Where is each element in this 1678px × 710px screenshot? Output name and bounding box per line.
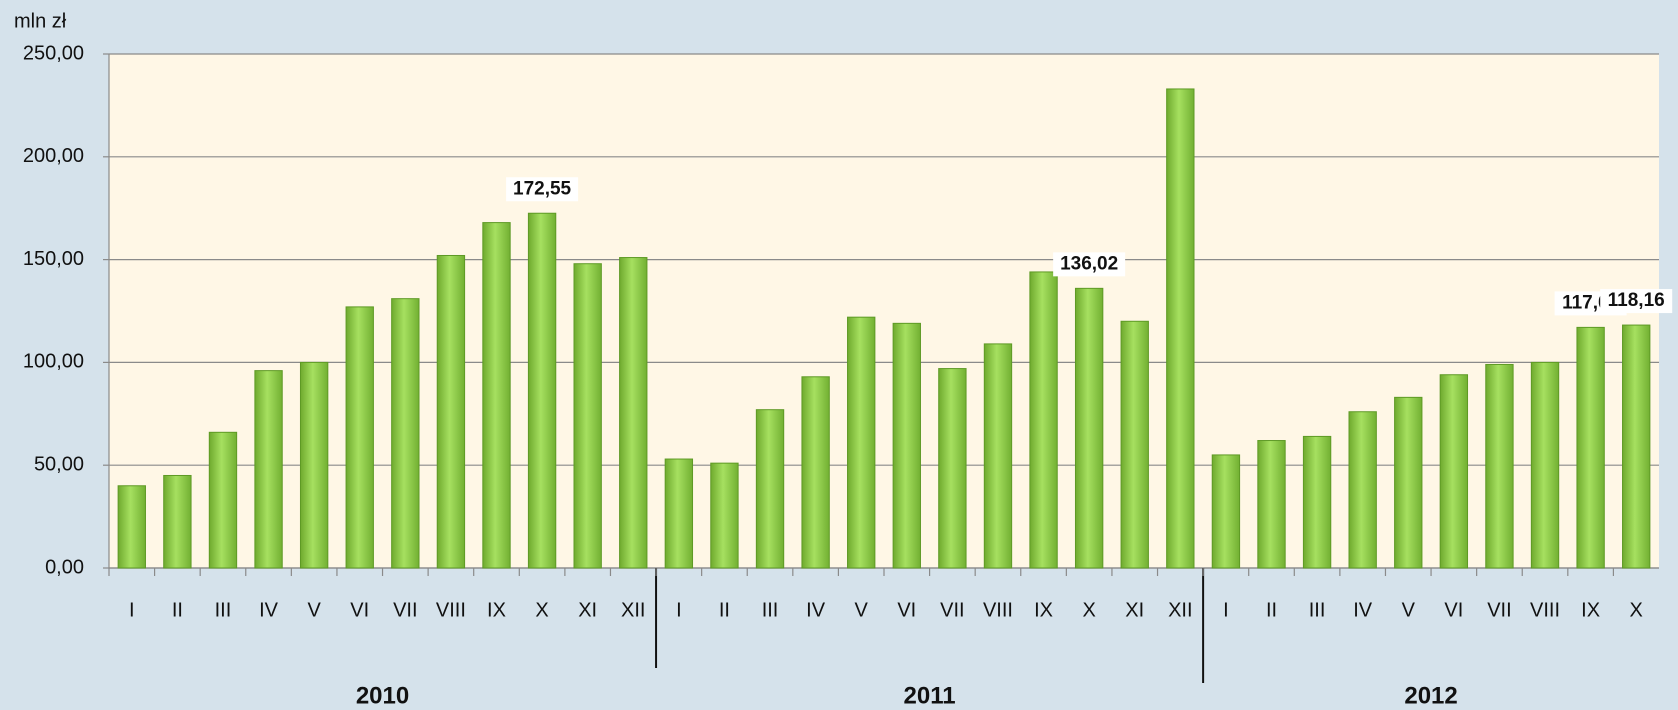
bar <box>436 254 466 569</box>
bar <box>664 458 694 569</box>
bar <box>892 322 921 569</box>
x-tick-label: X <box>1630 599 1643 621</box>
x-tick-label: XII <box>1168 599 1192 621</box>
x-tick-label: IV <box>806 599 826 621</box>
x-tick-label: III <box>1309 599 1326 621</box>
bar <box>208 431 238 569</box>
y-tick-label: 150,00 <box>23 248 84 270</box>
bar <box>163 474 192 569</box>
data-label: 136,02 <box>1060 253 1118 274</box>
bar <box>847 316 876 569</box>
x-tick-label: III <box>762 599 779 621</box>
y-tick-label: 100,00 <box>23 351 84 373</box>
bar <box>938 368 967 569</box>
bar <box>527 212 557 569</box>
y-tick-label: 200,00 <box>23 145 84 167</box>
bar <box>983 343 1013 569</box>
y-tick-label: 250,00 <box>23 42 84 64</box>
x-tick-label: VIII <box>1530 599 1560 621</box>
bar <box>254 370 283 569</box>
bar <box>1120 320 1149 569</box>
x-tick-label: X <box>535 599 548 621</box>
bar <box>573 263 602 569</box>
x-tick-label: XII <box>621 599 645 621</box>
bar <box>1257 440 1286 569</box>
group-label: 2011 <box>904 682 956 709</box>
bar <box>755 409 785 569</box>
x-tick-label: VII <box>393 599 417 621</box>
plot-area <box>109 54 1659 568</box>
x-tick-label: IX <box>1581 599 1600 621</box>
bar <box>1576 326 1605 569</box>
x-tick-label: XI <box>578 599 597 621</box>
bar <box>1211 454 1241 569</box>
bar <box>345 306 374 569</box>
bar <box>482 222 511 569</box>
data-label: 118,16 <box>1608 290 1665 311</box>
bar <box>391 298 420 569</box>
x-tick-label: VII <box>1487 599 1511 621</box>
data-label-bg <box>1053 252 1126 277</box>
bar <box>1622 324 1651 569</box>
x-tick-label: XI <box>1125 599 1144 621</box>
x-tick-label: II <box>172 599 183 621</box>
group-label: 2012 <box>1404 682 1457 709</box>
bar <box>619 257 648 569</box>
bar <box>710 462 739 569</box>
bar <box>299 361 329 569</box>
x-tick-label: I <box>129 599 135 621</box>
x-tick-label: IV <box>259 599 279 621</box>
x-tick-label: VIII <box>436 599 466 621</box>
x-tick-label: VIII <box>983 599 1013 621</box>
x-tick-label: VI <box>350 599 369 621</box>
data-label: 172,55 <box>513 178 572 199</box>
x-tick-label: V <box>855 599 869 621</box>
bar <box>1394 396 1423 569</box>
data-label-bg <box>506 177 579 202</box>
bar <box>1302 435 1332 569</box>
bar <box>117 485 146 569</box>
x-tick-label: IX <box>1034 599 1053 621</box>
y-tick-label: 50,00 <box>34 453 84 475</box>
x-tick-label: V <box>1402 599 1416 621</box>
bar <box>1166 88 1195 569</box>
x-tick-label: II <box>1266 599 1277 621</box>
x-tick-label: VI <box>1444 599 1463 621</box>
x-tick-label: I <box>1223 599 1229 621</box>
x-tick-label: III <box>215 599 232 621</box>
bar <box>1074 287 1104 569</box>
bar <box>1348 411 1377 569</box>
x-tick-label: II <box>719 599 730 621</box>
x-tick-label: VI <box>897 599 916 621</box>
x-tick-label: X <box>1082 599 1095 621</box>
group-label: 2010 <box>356 682 409 709</box>
x-tick-label: VII <box>940 599 964 621</box>
x-tick-label: IX <box>487 599 506 621</box>
data-label-bg <box>1600 289 1673 314</box>
bar <box>1029 271 1058 569</box>
bar <box>801 376 830 569</box>
x-tick-label: V <box>307 599 321 621</box>
x-tick-label: IV <box>1353 599 1373 621</box>
bar <box>1485 363 1514 569</box>
bar <box>1439 374 1469 569</box>
x-tick-label: I <box>676 599 682 621</box>
y-tick-label: 0,00 <box>45 556 84 578</box>
y-axis-label: mln zł <box>14 10 67 32</box>
bar <box>1530 361 1560 569</box>
